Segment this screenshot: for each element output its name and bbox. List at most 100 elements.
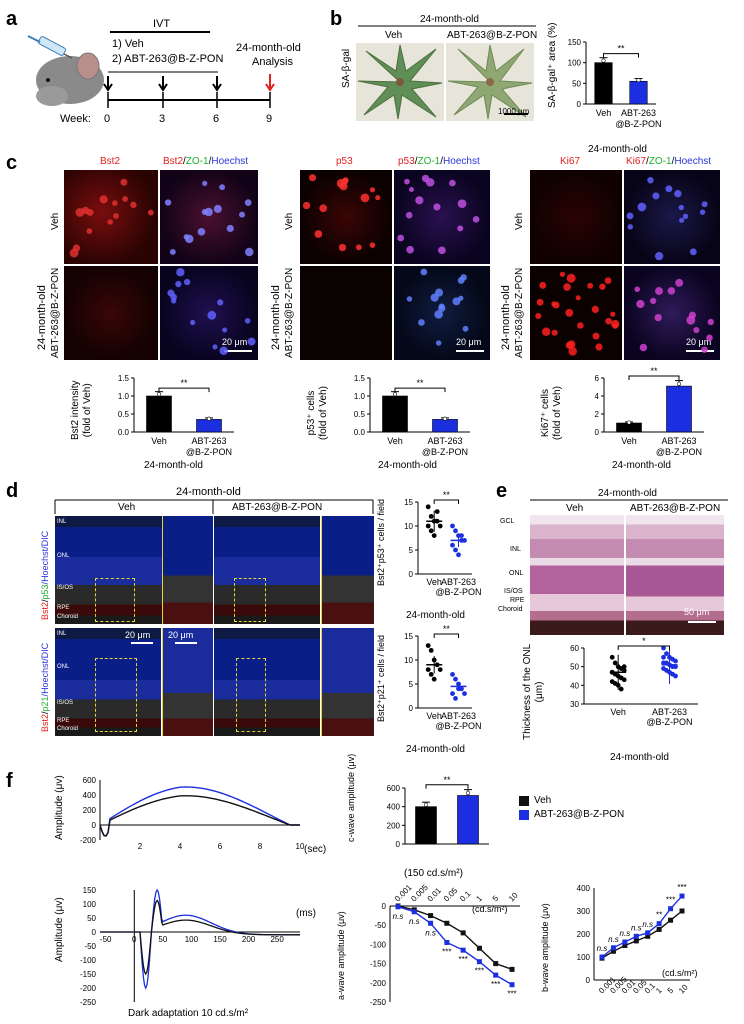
f3-line-1 <box>397 906 513 986</box>
d0-point <box>425 523 431 529</box>
f4-marker-0 <box>633 938 639 944</box>
e-point <box>618 686 624 692</box>
f1-ytick-label: 400 <box>387 803 401 812</box>
panel-letter-a: a <box>6 8 18 30</box>
e-header-line <box>530 499 728 501</box>
f4-marker-1 <box>645 930 651 936</box>
c-nucleus-dot <box>190 319 196 326</box>
c-nucleus-dot <box>647 176 654 184</box>
c2-point-1 <box>676 381 682 386</box>
c-nucleus-dot <box>551 329 558 336</box>
c1-bar-1 <box>432 419 458 433</box>
f1-ylabel: c-wave amplitude (μv) <box>346 753 356 842</box>
f3-marker-1 <box>493 972 499 978</box>
c1-ytick-label: 1.0 <box>354 392 366 401</box>
f3-marker-1 <box>428 920 434 926</box>
f3-marker-1 <box>460 947 466 953</box>
c1-ylabel: p53⁺ cells (fold of Veh) <box>306 386 329 440</box>
d-cond-veh: Veh <box>118 502 136 513</box>
c-nucleus-dot <box>183 278 191 286</box>
c-nucleus-dot <box>610 311 616 317</box>
b-age: 24-month-old <box>420 14 479 25</box>
panel-letter-f: f <box>6 770 13 792</box>
f3-ytick-label: 0 <box>382 902 387 911</box>
c-nucleus-dot <box>587 282 594 289</box>
f4-marker-1 <box>622 939 628 945</box>
c-nucleus-dot <box>202 180 208 186</box>
c-nucleus-dot <box>541 327 551 336</box>
c-nucleus-dot <box>421 174 430 183</box>
b-cond-veh: Veh <box>385 30 403 41</box>
d1-layer-isos: IS/OS <box>57 585 74 591</box>
c-nucleus-dot <box>675 278 684 287</box>
f1-cat-label-0: Veh <box>426 855 427 856</box>
f1-cat-label-1: ABT-263@B-Z-PON <box>468 855 470 856</box>
f2-ytick-label: -50 <box>84 942 96 951</box>
d2-layer-choroid: Choroid <box>57 726 79 732</box>
c-nucleus-dot <box>175 280 182 288</box>
f4-sig-label: n.s <box>597 944 608 953</box>
d-row1-abt <box>214 516 320 624</box>
c-nucleus-dot <box>360 193 370 203</box>
analysis-label: Analysis <box>252 56 293 68</box>
c-nucleus-dot <box>434 310 443 319</box>
c-nucleus-dot <box>667 287 676 295</box>
d1-point <box>428 672 434 677</box>
week-0: 0 <box>104 113 111 125</box>
f3-xtick-label: 1 <box>474 894 484 904</box>
e-cat-label-1: @B-Z-PON <box>646 717 692 727</box>
retina-flatmount-veh <box>356 43 444 121</box>
f4-xtick-label: 1 <box>654 986 664 996</box>
c-nucleus-dot <box>338 243 347 252</box>
f4-marker-0 <box>645 933 651 939</box>
c-nucleus-dot <box>169 248 176 255</box>
d1-layer-inl: INL <box>57 519 67 525</box>
d-scale-1: 20 μm <box>125 630 151 640</box>
c-nucleus-dot <box>185 234 194 244</box>
c-nucleus-dot <box>244 318 251 324</box>
f3-ytick-label: -250 <box>370 998 387 1007</box>
c-nucleus-dot <box>207 310 217 320</box>
f3-xtick-label: 0.1 <box>458 889 473 904</box>
e-point <box>612 660 618 666</box>
e-layer-inl: INL <box>510 546 521 553</box>
e-layer-gcl: GCL <box>500 518 515 525</box>
c-nucleus-dot <box>197 228 206 236</box>
f0-xtick-label: 4 <box>178 842 183 851</box>
c1-abt-red <box>64 266 158 360</box>
f4-sig-label: *** <box>677 883 686 892</box>
f0-ytick-label: 0 <box>92 821 97 830</box>
c-nucleus-dot <box>405 211 413 219</box>
d-row2-veh <box>55 628 161 736</box>
c-nucleus-dot <box>239 211 246 218</box>
d0-ytick-label: 5 <box>409 546 414 555</box>
c-nucleus-dot <box>457 225 464 232</box>
c-nucleus-dot <box>86 228 93 234</box>
c1-cat-label-1: ABT-263 <box>427 436 462 446</box>
b-point-0 <box>601 58 606 63</box>
c3-veh-merge <box>624 170 720 264</box>
f2-xtick-label: -50 <box>100 935 112 944</box>
e-layer-rpe: RPE <box>510 597 525 604</box>
d1-point <box>450 672 455 677</box>
f4-ytick-label: 400 <box>577 884 591 893</box>
d0-point <box>437 523 443 529</box>
f3-ytick-label: -150 <box>370 960 387 969</box>
panel-letter-c: c <box>6 152 18 174</box>
c-nucleus-dot <box>654 313 662 322</box>
c1-merge-label: Bst2/ZO-1/Hoechst <box>163 156 249 167</box>
c-nucleus-dot <box>438 304 446 312</box>
f3-sig-label: *** <box>475 967 484 976</box>
f0-xtick-label: 10 <box>296 842 305 851</box>
c-nucleus-dot <box>397 234 405 242</box>
panel-letter-e: e <box>496 480 508 502</box>
e-ytick-label: 60 <box>570 644 579 653</box>
b-ytick-label: 150 <box>568 38 582 47</box>
f2-xtick-label: 150 <box>213 935 227 944</box>
d0-point <box>456 552 461 558</box>
f1-xlabel: (150 cd.s/m²) <box>404 868 463 879</box>
f4-marker-0 <box>679 908 685 914</box>
b-scale-label: 1000 μm <box>498 107 530 116</box>
d2-layer-onl: ONL <box>57 664 70 670</box>
f3-xtick-label: 10 <box>507 890 520 903</box>
